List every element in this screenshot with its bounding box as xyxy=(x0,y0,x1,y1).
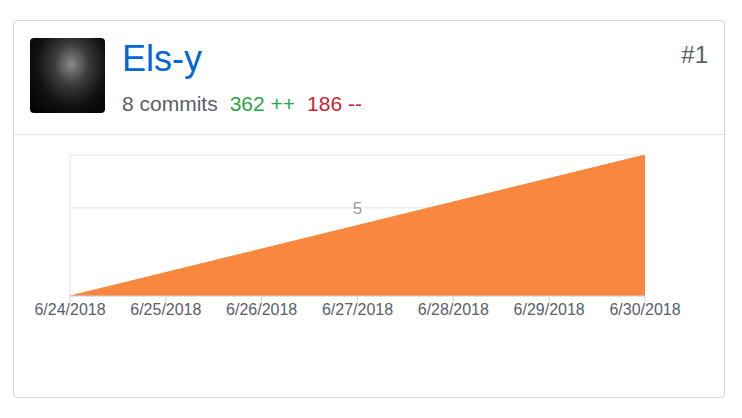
html-text:186 --: 186 -- xyxy=(307,92,362,115)
html-text:362 ++: 362 ++ xyxy=(229,92,296,115)
html-text:8 commits: 8 commits xyxy=(122,92,218,115)
svg-text:6/30/2018: 6/30/2018 xyxy=(609,301,680,318)
svg-text:6/26/2018: 6/26/2018 xyxy=(226,301,297,318)
svg-text:5: 5 xyxy=(353,199,362,218)
svg-text:6/28/2018: 6/28/2018 xyxy=(418,301,489,318)
html-text:#1: #1 xyxy=(681,41,708,68)
html-text:Els-y: Els-y xyxy=(122,38,202,79)
svg-text:6/25/2018: 6/25/2018 xyxy=(130,301,201,318)
svg-text:6/29/2018: 6/29/2018 xyxy=(514,301,585,318)
svg-text:6/24/2018: 6/24/2018 xyxy=(34,301,105,318)
svg-text:6/27/2018: 6/27/2018 xyxy=(322,301,393,318)
